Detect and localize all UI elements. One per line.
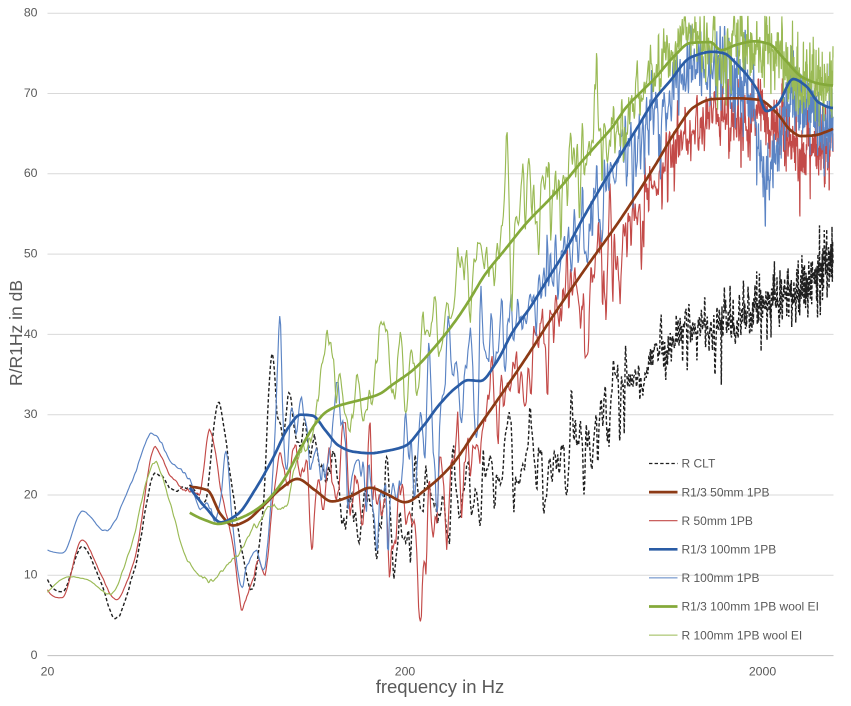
svg-text:2000: 2000 [749,665,777,679]
svg-text:20: 20 [24,487,38,501]
svg-text:70: 70 [24,86,38,100]
svg-text:20: 20 [41,665,55,679]
svg-text:R1/3 100mm 1PB: R1/3 100mm 1PB [682,543,777,557]
svg-text:10: 10 [24,568,38,582]
svg-text:R 50mm 1PB: R 50mm 1PB [682,514,753,528]
svg-text:50: 50 [24,247,38,261]
svg-text:60: 60 [24,166,38,180]
svg-text:200: 200 [395,665,416,679]
svg-text:R 100mm 1PB wool EI: R 100mm 1PB wool EI [682,628,803,642]
svg-text:R/R1Hz in dB: R/R1Hz in dB [6,280,26,386]
svg-text:30: 30 [24,407,38,421]
svg-text:80: 80 [24,6,38,20]
svg-text:R1/3 100mm 1PB wool EI: R1/3 100mm 1PB wool EI [682,600,819,614]
svg-text:0: 0 [31,648,38,662]
svg-text:frequency in Hz: frequency in Hz [376,676,505,697]
svg-text:40: 40 [24,327,38,341]
svg-text:R1/3 50mm 1PB: R1/3 50mm 1PB [682,485,770,499]
svg-text:R 100mm 1PB: R 100mm 1PB [682,571,760,585]
svg-text:R CLT: R CLT [682,457,716,471]
